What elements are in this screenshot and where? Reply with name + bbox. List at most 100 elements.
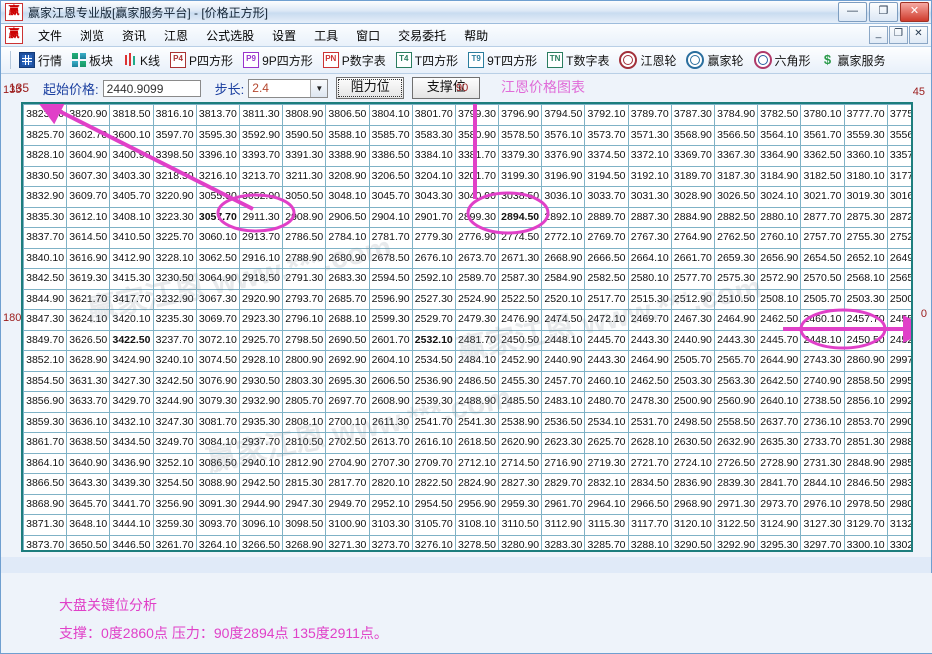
price-cell[interactable]: 2592.10 (411, 268, 456, 290)
price-cell[interactable]: 2736.10 (800, 411, 845, 433)
price-cell[interactable]: 3026.50 (713, 186, 759, 208)
price-cell[interactable]: 3064.90 (195, 268, 240, 290)
price-cell[interactable]: 2529.70 (411, 309, 456, 331)
price-cell[interactable]: 2464.90 (713, 309, 759, 331)
price-cell[interactable]: 3633.70 (66, 391, 111, 413)
price-cell[interactable]: 3432.10 (109, 411, 154, 433)
price-cell[interactable]: 2558.50 (713, 411, 759, 433)
price-cell[interactable]: 2829.70 (541, 473, 586, 495)
price-cell[interactable]: 2752.90 (886, 227, 911, 249)
price-cell[interactable]: 2635.30 (757, 432, 802, 454)
price-cell[interactable]: 2704.90 (325, 452, 370, 474)
price-cell[interactable]: 3624.10 (66, 309, 111, 331)
price-cell[interactable]: 2472.10 (584, 309, 629, 331)
price-cell[interactable]: 2923.30 (238, 309, 284, 331)
price-cell[interactable]: 2786.50 (282, 227, 327, 249)
price-cell[interactable]: 2443.30 (627, 329, 672, 351)
price-cell[interactable]: 2445.70 (757, 329, 802, 351)
menu-trade-order[interactable]: 交易委托 (398, 28, 447, 43)
menu-formula-stock-picking[interactable]: 公式选股 (206, 28, 255, 43)
price-cell[interactable]: 3208.90 (325, 165, 370, 187)
price-cell[interactable]: 2685.70 (325, 288, 370, 310)
price-cell[interactable]: 2940.10 (238, 452, 284, 474)
price-cell[interactable]: 2697.70 (325, 391, 370, 413)
price-cell[interactable]: 2538.90 (498, 411, 543, 433)
price-cell[interactable]: 3252.10 (152, 452, 197, 474)
price-cell[interactable]: 2541.30 (454, 411, 500, 433)
price-cell[interactable]: 2481.70 (454, 329, 500, 351)
price-cell[interactable]: 3244.90 (152, 391, 197, 413)
price-cell[interactable]: 2719.30 (584, 452, 629, 474)
price-cell[interactable]: 2690.50 (325, 329, 370, 351)
price-cell[interactable]: 3360.10 (843, 145, 888, 167)
price-cell[interactable]: 3823.30 (23, 104, 68, 126)
price-cell[interactable]: 3609.70 (66, 186, 111, 208)
price-cell[interactable]: 2563.30 (713, 370, 759, 392)
price-cell[interactable]: 2467.30 (670, 309, 716, 331)
price-cell[interactable]: 2918.50 (238, 268, 284, 290)
price-cell[interactable]: 2762.50 (713, 227, 759, 249)
price-cell[interactable]: 2618.50 (454, 432, 500, 454)
price-cell[interactable]: 3120.10 (670, 514, 716, 536)
price-cell[interactable]: 2532.10 (411, 329, 456, 351)
price-cell[interactable]: 2892.10 (541, 206, 586, 228)
price-cell[interactable]: 2834.50 (627, 473, 672, 495)
price-cell[interactable]: 2822.50 (411, 473, 456, 495)
price-cell[interactable]: 3247.30 (152, 411, 197, 433)
price-cell[interactable]: 2480.70 (584, 391, 629, 413)
price-cell[interactable]: 3436.90 (109, 452, 154, 474)
price-cell[interactable]: 3648.10 (66, 514, 111, 536)
toolbar-p-number-table[interactable]: PN P数字表 (318, 50, 391, 71)
toolbar-hexagon[interactable]: 六角形 (749, 49, 816, 71)
price-cell[interactable]: 3816.10 (152, 104, 197, 126)
price-cell[interactable]: 2800.90 (282, 350, 327, 372)
price-cell[interactable]: 3590.50 (282, 124, 327, 146)
price-cell[interactable]: 3093.70 (195, 514, 240, 536)
price-cell[interactable]: 3232.90 (152, 288, 197, 310)
price-cell[interactable]: 3302.50 (886, 534, 911, 550)
price-cell[interactable]: 2606.50 (368, 370, 413, 392)
price-cell[interactable]: 2476.90 (498, 309, 543, 331)
price-cell[interactable]: 2836.90 (670, 473, 716, 495)
price-cell[interactable]: 3384.10 (411, 145, 456, 167)
price-cell[interactable]: 2500.90 (670, 391, 716, 413)
toolbar-sector[interactable]: 板块 (67, 50, 118, 71)
price-cell[interactable]: 2469.70 (627, 309, 672, 331)
price-cell[interactable]: 3256.90 (152, 493, 197, 515)
price-cell[interactable]: 3067.30 (195, 288, 240, 310)
price-cell[interactable]: 2632.90 (713, 432, 759, 454)
price-cell[interactable]: 3194.50 (584, 165, 629, 187)
price-cell[interactable]: 3391.30 (282, 145, 327, 167)
price-cell[interactable]: 3069.70 (195, 309, 240, 331)
price-cell[interactable]: 3811.30 (238, 104, 284, 126)
price-cell[interactable]: 3446.50 (109, 534, 154, 550)
price-cell[interactable]: 2539.30 (411, 391, 456, 413)
price-cell[interactable]: 2832.10 (584, 473, 629, 495)
price-cell[interactable]: 3297.70 (800, 534, 845, 550)
price-cell[interactable]: 3576.10 (541, 124, 586, 146)
price-cell[interactable]: 3571.30 (627, 124, 672, 146)
price-cell[interactable]: 2954.50 (411, 493, 456, 515)
price-cell[interactable]: 3249.70 (152, 432, 197, 454)
price-cell[interactable]: 2440.90 (541, 350, 586, 372)
price-cell[interactable]: 3108.10 (454, 514, 500, 536)
price-cell[interactable]: 2983.30 (886, 473, 911, 495)
toolbar-gann-wheel[interactable]: 江恩轮 (614, 49, 681, 71)
price-cell[interactable]: 3290.50 (670, 534, 716, 550)
price-cell[interactable]: 3388.90 (325, 145, 370, 167)
price-cell[interactable]: 2805.70 (282, 391, 327, 413)
price-cell[interactable]: 2644.90 (757, 350, 802, 372)
menu-file[interactable]: 文件 (38, 28, 63, 43)
price-cell[interactable]: 3856.90 (23, 391, 68, 413)
price-cell[interactable]: 3237.70 (152, 329, 197, 351)
price-cell[interactable]: 2625.70 (584, 432, 629, 454)
price-cell[interactable]: 3796.90 (498, 104, 543, 126)
price-cell[interactable]: 3592.90 (238, 124, 284, 146)
price-cell[interactable]: 3782.50 (757, 104, 802, 126)
price-cell[interactable]: 3295.30 (757, 534, 802, 550)
price-cell[interactable]: 3556.90 (886, 124, 911, 146)
price-cell[interactable]: 2889.70 (584, 206, 629, 228)
price-cell[interactable]: 2932.90 (238, 391, 284, 413)
price-cell[interactable]: 3254.50 (152, 473, 197, 495)
price-cell[interactable]: 3830.50 (23, 165, 68, 187)
